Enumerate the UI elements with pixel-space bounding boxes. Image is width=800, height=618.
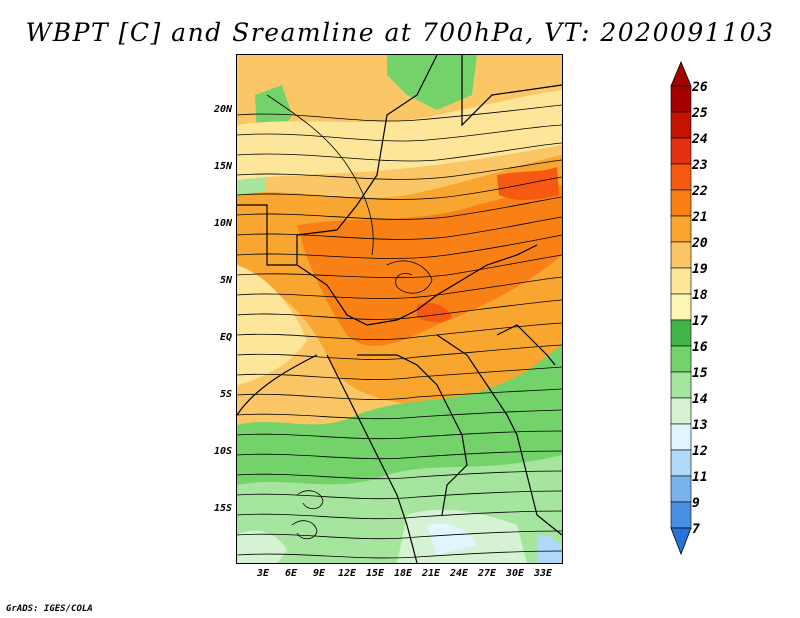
colorbar-swatch <box>670 449 692 477</box>
colorbar-swatch <box>670 423 692 451</box>
colorbar-swatch <box>670 85 692 113</box>
colorbar-swatch <box>670 397 692 425</box>
colorbar-swatch <box>670 371 692 399</box>
wbpt-18-19-band <box>237 90 562 180</box>
colorbar-label: 11 <box>692 470 708 485</box>
lat-label-15s: 15S <box>213 503 232 514</box>
country-borders <box>237 55 562 563</box>
streamlines <box>237 94 562 559</box>
wbpt-field <box>237 55 562 563</box>
lon-label-30e: 30E <box>505 568 525 579</box>
colorbar-swatch <box>670 267 692 295</box>
lat-label-15n: 15N <box>213 161 232 172</box>
lon-label-27e: 27E <box>477 568 497 579</box>
lon-label-3e: 3E <box>256 568 270 579</box>
colorbar-label: 20 <box>692 236 708 251</box>
colorbar-label: 16 <box>692 340 708 355</box>
map-title: WBPT [C] and Sreamline at 700hPa, VT: 20… <box>25 18 775 47</box>
lat-label-20n: 20N <box>213 104 232 115</box>
colorbar-swatch <box>670 241 692 269</box>
colorbar-label: 13 <box>692 418 708 433</box>
colorbar-swatch <box>670 293 692 321</box>
colorbar-swatch <box>670 475 692 503</box>
wbpt-13-southeast-patch <box>537 534 562 563</box>
wbpt-23-patch-central <box>417 303 452 323</box>
colorbar-bottom-arrow <box>670 527 692 556</box>
colorbar-top-arrow <box>670 60 692 87</box>
lat-label-10s: 10S <box>213 446 232 457</box>
lon-label-18e: 18E <box>393 568 413 579</box>
grads-credit: GrADS: IGES/COLA <box>6 604 93 614</box>
lat-label-5s: 5S <box>219 389 232 400</box>
lon-label-24e: 24E <box>449 568 469 579</box>
colorbar-label: 18 <box>692 288 708 303</box>
lon-label-6e: 6E <box>284 568 298 579</box>
lat-label-5n: 5N <box>219 275 232 286</box>
colorbar-swatch <box>670 163 692 191</box>
colorbar-label: 7 <box>692 522 700 537</box>
colorbar-swatch <box>670 345 692 373</box>
lon-label-15e: 15E <box>365 568 385 579</box>
colorbar-label: 14 <box>692 392 708 407</box>
lon-label-12e: 12E <box>337 568 357 579</box>
colorbar-label: 26 <box>692 80 708 95</box>
colorbar-label: 23 <box>692 158 708 173</box>
colorbar-swatch <box>670 501 692 529</box>
lat-label-eq: EQ <box>219 332 232 343</box>
lon-label-33e: 33E <box>533 568 553 579</box>
wbpt-15-southwest-patch <box>237 530 287 563</box>
colorbar-label: 22 <box>692 184 708 199</box>
colorbar-label: 25 <box>692 106 708 121</box>
colorbar-label: 17 <box>692 314 708 329</box>
colorbar-label: 19 <box>692 262 708 277</box>
colorbar-label: 21 <box>692 210 708 225</box>
map-panel <box>236 54 563 564</box>
colorbar-swatch <box>670 189 692 217</box>
lon-label-21e: 21E <box>421 568 441 579</box>
colorbar-swatch <box>670 215 692 243</box>
colorbar-label: 9 <box>692 496 700 511</box>
lat-label-10n: 10N <box>213 218 232 229</box>
colorbar-label: 12 <box>692 444 708 459</box>
colorbar-swatch <box>670 137 692 165</box>
colorbar-swatch <box>670 111 692 139</box>
colorbar-label: 15 <box>692 366 708 381</box>
wbpt-22-core <box>297 185 562 346</box>
wbpt-14-south-patch <box>427 523 477 555</box>
wbpt-17-north-patch <box>387 55 477 110</box>
colorbar-swatch <box>670 319 692 347</box>
lon-label-9e: 9E <box>312 568 326 579</box>
colorbar-label: 24 <box>692 132 708 147</box>
colorbar <box>670 60 692 556</box>
